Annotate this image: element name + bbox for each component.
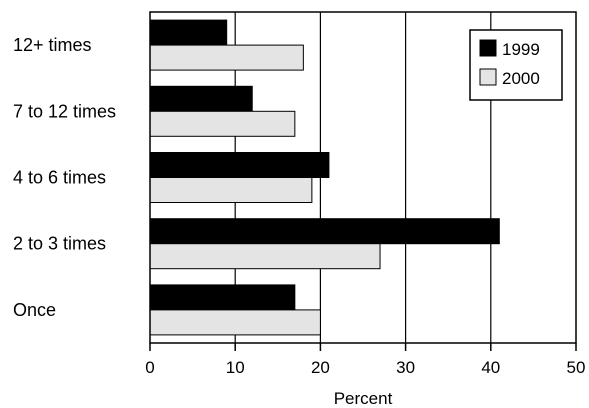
category-label: 12+ times bbox=[13, 35, 92, 55]
category-label: 2 to 3 times bbox=[13, 234, 106, 254]
bar-1999 bbox=[149, 152, 330, 178]
tick-label: 30 bbox=[396, 358, 415, 377]
tick-label: 50 bbox=[567, 358, 586, 377]
tick-label: 40 bbox=[481, 358, 500, 377]
x-axis-label: Percent bbox=[334, 389, 393, 408]
bar-2000 bbox=[149, 309, 321, 336]
category-label: Once bbox=[13, 300, 56, 320]
tick-label: 0 bbox=[145, 358, 154, 377]
bar-1999 bbox=[149, 85, 253, 112]
legend-label-2000: 2000 bbox=[502, 69, 540, 88]
category-label: 4 to 6 times bbox=[13, 168, 106, 188]
bar-2000 bbox=[149, 177, 313, 203]
legend-swatch-1999 bbox=[479, 39, 497, 57]
bar-2000 bbox=[149, 44, 304, 71]
x-axis-ticks: 0 10 20 30 40 50 bbox=[145, 343, 585, 377]
category-label: 7 to 12 times bbox=[13, 101, 116, 121]
legend-swatch-2000 bbox=[479, 68, 497, 86]
bar-2000 bbox=[149, 110, 296, 137]
tick-label: 10 bbox=[226, 358, 245, 377]
tick-label: 20 bbox=[311, 358, 330, 377]
bar-2000 bbox=[149, 243, 381, 270]
category-labels: 12+ times 7 to 12 times 4 to 6 times 2 to 3… bbox=[13, 35, 116, 320]
legend: 1999 2000 bbox=[469, 29, 563, 101]
plot-frame bbox=[149, 11, 577, 344]
bar-1999 bbox=[149, 19, 228, 46]
legend-label-1999: 1999 bbox=[502, 40, 540, 59]
bar-1999 bbox=[149, 218, 500, 245]
bar-1999 bbox=[149, 284, 296, 311]
bars bbox=[149, 19, 500, 336]
